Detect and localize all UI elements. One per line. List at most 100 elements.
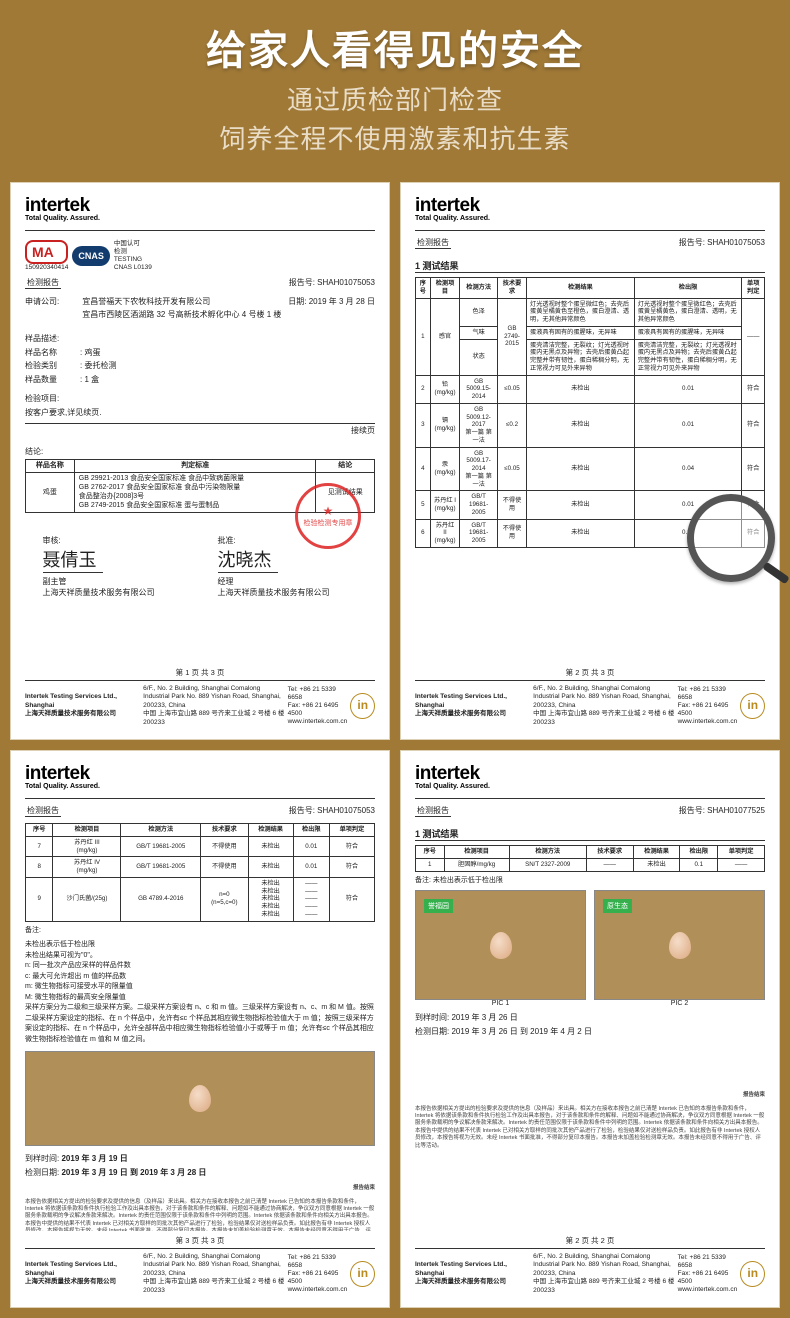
table-cell: 汞(mg/kg) [430, 447, 460, 491]
table-cell: 8 [26, 857, 53, 878]
table-cell: 0.01 [293, 836, 329, 857]
pic2-label: PIC 2 [594, 1000, 765, 1007]
report-1: intertek Total Quality. Assured. MA 1509… [10, 182, 390, 740]
review-label: 审核: [43, 535, 183, 546]
table-cell: 不得使用 [201, 836, 249, 857]
subhead-2: 饲养全程不使用激素和抗生素 [10, 119, 780, 156]
page-num: 第 1 页 共 3 页 [25, 667, 375, 678]
table-cell: 未检出 [527, 403, 635, 447]
report-footer: Intertek Testing Services Ltd., Shanghai… [415, 680, 765, 727]
table-cell: GB/T 19681-2005 [121, 836, 201, 857]
report-2: intertek Total Quality. Assured. 检测报告 报告… [400, 182, 780, 740]
brand-tag: Total Quality. Assured. [415, 215, 765, 222]
qty: 1 盒 [84, 375, 99, 384]
egg-icon [189, 1085, 211, 1112]
brand-tag: Total Quality. Assured. [415, 783, 765, 790]
table-cell: 未检出 [248, 836, 293, 857]
table-cell: 0.01 [293, 857, 329, 878]
brand-name: intertek [25, 763, 375, 785]
photos-row: 誉福园 PIC 1 原生态 PIC 2 [415, 890, 765, 1007]
photo-tag: 原生态 [603, 899, 632, 913]
check-type: 委托检测 [84, 361, 116, 370]
sig1: 聂倩玉 [43, 546, 103, 573]
sig1-title: 副主管 上海天祥质量技术服务有限公司 [43, 576, 183, 598]
report-no: SHAH01075053 [317, 278, 375, 287]
report-label: 检测报告 [25, 277, 61, 289]
date-label: 日期: [288, 297, 306, 306]
col-std: 判定标准 [74, 459, 316, 473]
subhead-1: 通过质检部门检查 [10, 80, 780, 117]
date: 2019 年 3 月 28 日 [309, 297, 375, 306]
egg-icon [490, 932, 512, 959]
fine-print: 本报告依据相关方提出的检验要求及提供的信息（及样品）来出具。相关方在接收本报告之… [25, 1199, 375, 1231]
table-cell: GB 4789.4-2016 [121, 877, 201, 921]
table-cell: 不得使用 [498, 519, 527, 547]
results-table: 序号 检测项目 检测方法 技术要求 检测结果 检出限 单项判定 7苏丹红 III… [25, 823, 375, 922]
table-cell: ≤0.05 [498, 375, 527, 403]
table-cell: 3 [416, 403, 431, 447]
end-label: 报告结束 [25, 1185, 375, 1192]
table-cell: 符合 [329, 857, 374, 878]
table-cell: 苏丹红 III (mg/kg) [53, 836, 121, 857]
cnas-badge: CNAS [72, 246, 110, 266]
sample-desc: 样品描述: [25, 332, 375, 346]
in-logo-icon: in [740, 1261, 765, 1287]
page-num: 第 3 页 共 3 页 [25, 1235, 375, 1246]
egg-icon [669, 932, 691, 959]
in-logo-icon: in [350, 1261, 375, 1287]
qty-label: 样品数量 [25, 373, 80, 387]
table-cell: 符合 [329, 836, 374, 857]
reports-grid: intertek Total Quality. Assured. MA 1509… [0, 172, 790, 1318]
applicant: 宜昌誉福天下农牧科技开发有限公司 宜昌市西陵区酒湖路 32 号高新技术孵化中心 … [82, 295, 281, 322]
photo-tag: 誉福园 [424, 899, 453, 913]
conclusion-label: 结论: [25, 445, 375, 459]
table-cell: ≤0.05 [498, 447, 527, 491]
sample-photo-2: 原生态 [594, 890, 765, 1000]
report-no: SHAH01077525 [707, 806, 765, 815]
report-no-label: 报告号: [289, 278, 315, 287]
report-4: intertek Total Quality. Assured. 检测报告 报告… [400, 750, 780, 1308]
notes: 未检出表示低于检出限 未检出结果可视为"0"。 n: 同一批次产品应采样的样品件… [25, 940, 375, 1045]
table-cell: 苏丹红 I (mg/kg) [430, 491, 460, 519]
table-cell: 符合 [742, 447, 765, 491]
note: 备注: 未检出表示低于检出限 [415, 876, 765, 887]
next-page: 接续页 [25, 424, 375, 438]
results-table: 序号 检测项目 检测方法 技术要求 检测结果 检出限 单项判定 1 胆固醇/mg… [415, 845, 765, 872]
table-cell: 未检出 [527, 491, 635, 519]
table-cell: GB 5009.15-2014 [460, 375, 498, 403]
sample-photo [25, 1051, 375, 1146]
report-footer: Intertek Testing Services Ltd., Shanghai… [25, 1248, 375, 1295]
col-result: 结论 [316, 459, 375, 473]
report-footer: Intertek Testing Services Ltd., Shanghai… [415, 1248, 765, 1295]
table-cell: 4 [416, 447, 431, 491]
report-footer: Intertek Testing Services Ltd., Shanghai… [25, 680, 375, 727]
page-num: 第 2 页 共 3 页 [415, 667, 765, 678]
page-num: 第 2 页 共 2 页 [415, 1235, 765, 1246]
report-meta: 检测报告 报告号: SHAH01077525 [415, 805, 765, 817]
cell-std: GB 29921-2013 食品安全国家标准 食品中致病菌限量 GB 2762-… [74, 473, 316, 513]
pic1-label: PIC 1 [415, 1000, 586, 1007]
table-cell: 符合 [742, 403, 765, 447]
report-meta: 检测报告 报告号: SHAH01075053 [25, 277, 375, 289]
report-3: intertek Total Quality. Assured. 检测报告 报告… [10, 750, 390, 1308]
table-cell: 未检出 [527, 519, 635, 547]
cnas-sub: 中国认可 检测 TESTING CNAS L0139 [114, 240, 152, 271]
marketing-header: 给家人看得见的安全 通过质检部门检查 饲养全程不使用激素和抗生素 [0, 0, 790, 172]
divider [415, 798, 765, 799]
col-sample: 样品名称 [26, 459, 75, 473]
brand-name: intertek [415, 195, 765, 217]
table-cell: 2 [416, 375, 431, 403]
divider [25, 230, 375, 231]
table-cell: 铅(mg/kg) [430, 375, 460, 403]
table-cell: 镉(mg/kg) [430, 403, 460, 447]
sig2-title: 经理 上海天祥质量技术服务有限公司 [218, 576, 358, 598]
item-label: 检验项目: [25, 392, 375, 406]
table-cell: GB 5009.12-2017 第一篇 第一法 [460, 403, 498, 447]
table-cell: GB/T 19681-2005 [121, 857, 201, 878]
applicant-label: 申请公司: [25, 295, 80, 309]
table-cell: 不得使用 [201, 857, 249, 878]
table-cell: 0.04 [634, 447, 742, 491]
check-type-label: 检验类别 [25, 359, 80, 373]
in-logo-icon: in [740, 693, 765, 719]
brand-name: intertek [25, 195, 375, 217]
